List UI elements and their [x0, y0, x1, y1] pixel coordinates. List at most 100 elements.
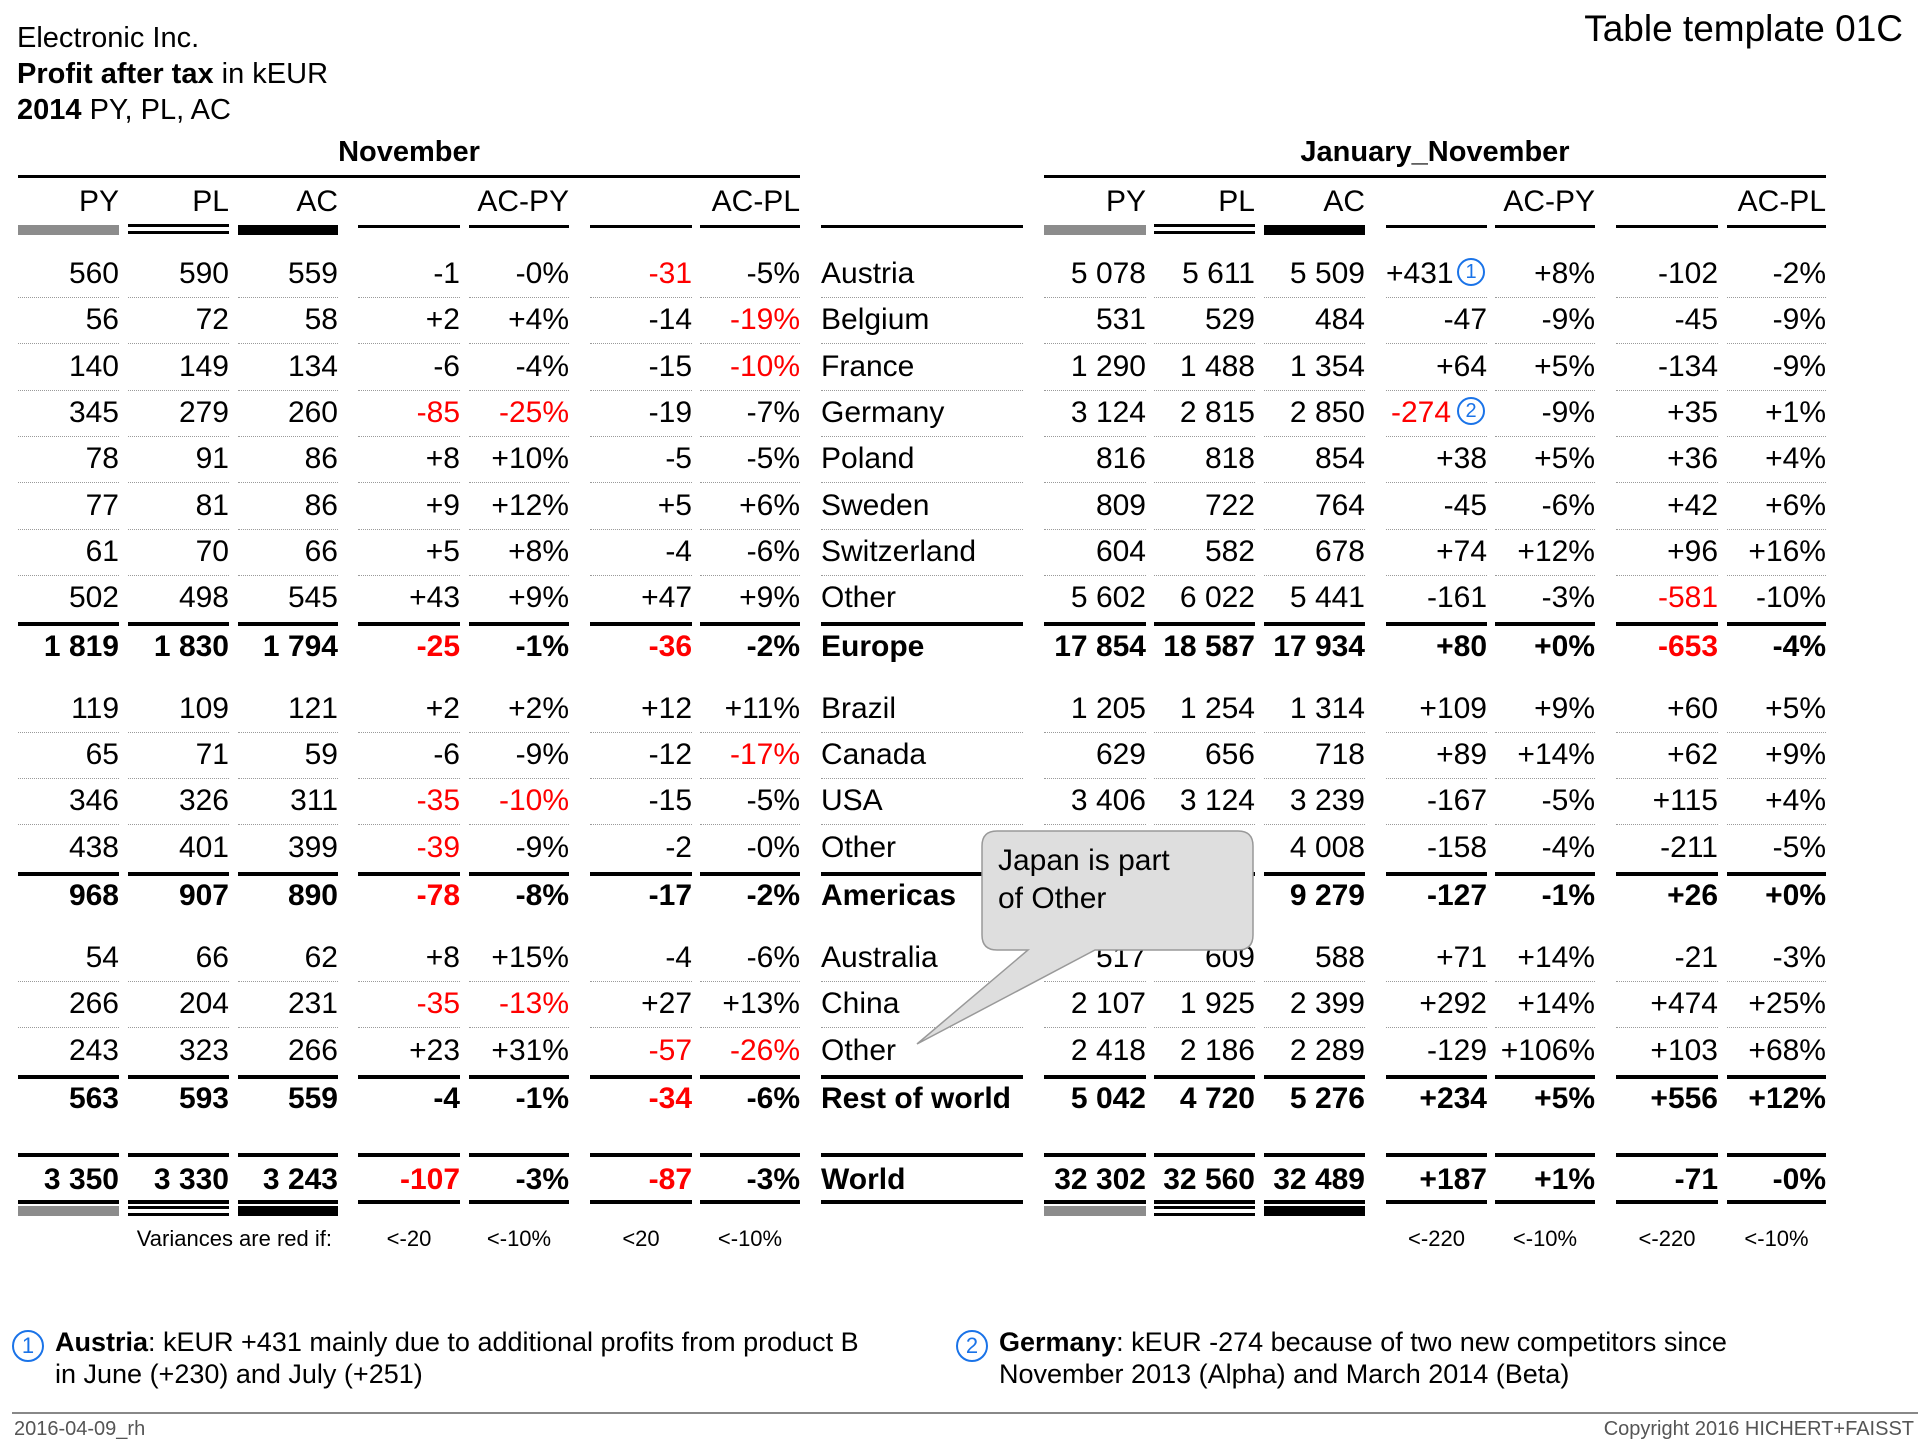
row-separator [1044, 1027, 1146, 1028]
table-cell: 2 186 [1179, 1034, 1255, 1067]
row-separator [1616, 778, 1718, 779]
row-separator [238, 529, 338, 530]
section-november: November [338, 136, 480, 168]
table-cell: -2% [746, 879, 800, 912]
row-separator [1044, 436, 1146, 437]
subtotal-rule [18, 622, 119, 626]
table-cell: -15 [648, 784, 692, 817]
row-separator [358, 575, 460, 576]
table-cell: -12 [648, 738, 692, 771]
table-cell: +13% [722, 987, 800, 1020]
pl-footer-bar [1154, 1206, 1255, 1216]
table-cell: 32 489 [1273, 1163, 1365, 1196]
table-cell: +8% [1534, 257, 1595, 290]
subtotal-rule [469, 622, 569, 626]
row-separator [128, 1027, 229, 1028]
row-separator [1044, 297, 1146, 298]
comment-marker-2[interactable]: 2 [1457, 397, 1485, 425]
row-separator [1727, 824, 1826, 825]
row-separator [821, 297, 1023, 298]
world-bottom-rule [1386, 1200, 1487, 1204]
row-separator [590, 297, 692, 298]
row-separator [821, 824, 1023, 825]
table-cell: +14% [1517, 738, 1595, 771]
table-cell: -0% [1772, 1163, 1826, 1196]
table-cell: -9% [1541, 396, 1595, 429]
ac-footer-bar [1264, 1206, 1365, 1216]
row-separator [1616, 1027, 1718, 1028]
world-bottom-rule [1264, 1200, 1365, 1204]
subtotal-rule [1044, 1075, 1146, 1079]
table-cell: 656 [1204, 738, 1255, 771]
table-cell: 121 [287, 692, 338, 725]
row-separator [1727, 343, 1826, 344]
row-label: Brazil [821, 692, 897, 725]
pl-header-bar [1154, 224, 1255, 234]
table-cell: +9% [1534, 692, 1595, 725]
table-cell: -2% [1772, 257, 1826, 290]
table-cell: 266 [68, 987, 119, 1020]
row-separator [1264, 981, 1365, 982]
row-label: Australia [821, 941, 938, 974]
row-separator [358, 297, 460, 298]
table-cell: +26 [1667, 879, 1718, 912]
table-cell: 279 [178, 396, 229, 429]
row-separator [18, 981, 119, 982]
table-cell: -25 [416, 630, 460, 663]
row-separator [469, 529, 569, 530]
subtotal-rule [1264, 872, 1365, 876]
table-cell: 588 [1314, 941, 1365, 974]
table-cell: 1 354 [1289, 350, 1365, 383]
table-cell: 1 830 [153, 630, 229, 663]
row-label: Canada [821, 738, 927, 771]
table-cell: 54 [85, 941, 119, 974]
row-separator [128, 436, 229, 437]
row-separator [700, 981, 800, 982]
table-cell: +64 [1436, 350, 1487, 383]
row-separator [1386, 575, 1487, 576]
section-november-rule [18, 175, 800, 178]
note-marker-2: 2 [956, 1330, 988, 1362]
subtotal-rule [1495, 872, 1595, 876]
world-bottom-rule [469, 1200, 569, 1204]
world-bottom-rule [1727, 1200, 1826, 1204]
comment-marker-1[interactable]: 1 [1457, 258, 1485, 286]
table-cell: -211 [1660, 831, 1718, 864]
table-cell: 498 [178, 581, 229, 614]
row-separator [1154, 778, 1255, 779]
row-separator [1727, 1027, 1826, 1028]
table-cell: -158 [1426, 831, 1487, 864]
row-label: Rest of world [821, 1082, 1012, 1115]
header-rule [1386, 225, 1487, 228]
row-separator [128, 824, 229, 825]
row-separator [358, 824, 460, 825]
subtotal-rule [590, 1075, 692, 1079]
subtotal-rule [469, 872, 569, 876]
table-cell: +8% [508, 535, 569, 568]
table-cell: 149 [178, 350, 229, 383]
subtotal-rule [821, 1075, 1023, 1079]
world-top-rule [1044, 1153, 1146, 1157]
row-separator [1264, 436, 1365, 437]
table-cell: 678 [1314, 535, 1365, 568]
subtotal-rule [1264, 1075, 1365, 1079]
py-footer-bar [18, 1206, 119, 1216]
table-cell: +12% [1748, 1082, 1826, 1115]
table-cell: +6% [1765, 489, 1826, 522]
note-1-title: Austria [55, 1327, 149, 1357]
row-separator [590, 575, 692, 576]
subtotal-rule [1386, 1075, 1487, 1079]
row-separator [1495, 1027, 1595, 1028]
row-label: Belgium [821, 303, 930, 336]
row-separator [238, 390, 338, 391]
table-cell: 2 289 [1289, 1034, 1365, 1067]
table-cell: +25% [1748, 987, 1826, 1020]
table-cell: +43 [409, 581, 460, 614]
table-cell: -161 [1426, 581, 1487, 614]
note-2-line-1: : kEUR -274 because of two new competito… [1116, 1327, 1727, 1357]
period-line: 2014 PY, PL, AC [17, 94, 231, 127]
table-cell: -127 [1426, 879, 1487, 912]
table-cell: 809 [1095, 489, 1146, 522]
row-separator [1386, 482, 1487, 483]
row-separator [1727, 981, 1826, 982]
